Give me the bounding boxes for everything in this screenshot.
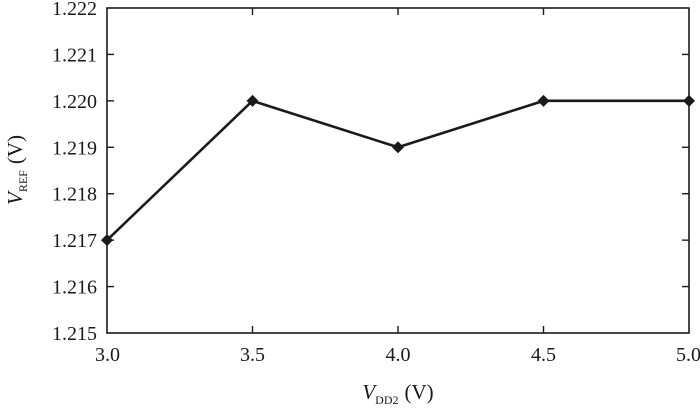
series-line <box>106 99 689 242</box>
data-point-marker <box>246 94 259 107</box>
y-tick-label: 1.219 <box>52 137 97 159</box>
y-axis-ticks: 1.215 1.216 1.217 1.218 1.219 1.220 1.221 1.222 <box>52 0 689 345</box>
x-axis-label-unit: (V) <box>405 380 434 404</box>
data-points <box>101 94 695 247</box>
data-point-marker <box>101 234 113 247</box>
x-axis-label-subscript: DD2 <box>375 393 398 407</box>
y-tick-label: 1.218 <box>52 184 97 206</box>
y-tick-label: 1.216 <box>52 277 97 299</box>
x-tick-label: 4.5 <box>531 344 556 366</box>
x-tick-label: 3.5 <box>240 344 265 366</box>
x-tick-label: 3.0 <box>95 344 120 366</box>
y-axis-label-symbol: V <box>3 190 27 205</box>
data-point-marker <box>537 94 550 107</box>
plot-frame <box>106 7 690 334</box>
y-axis-label-subscript: REF <box>16 170 30 192</box>
data-point-marker <box>392 141 404 154</box>
y-axis-label-unit: (V) <box>3 135 27 164</box>
x-tick-label: 4.0 <box>386 344 411 366</box>
x-axis-ticks: 3.0 3.5 4.0 4.5 5.0 <box>95 8 700 366</box>
x-axis-label-symbol: V <box>362 380 377 404</box>
y-tick-label: 1.220 <box>52 91 97 113</box>
y-tick-label: 1.217 <box>52 230 97 252</box>
data-point-marker <box>683 94 695 107</box>
x-tick-label: 5.0 <box>676 344 700 366</box>
y-axis-label: VREF (V) <box>3 135 30 205</box>
y-tick-label: 1.221 <box>52 44 97 66</box>
x-axis-label: VDD2 (V) <box>362 380 433 407</box>
y-tick-label: 1.222 <box>52 0 97 20</box>
y-tick-label: 1.215 <box>52 323 97 345</box>
